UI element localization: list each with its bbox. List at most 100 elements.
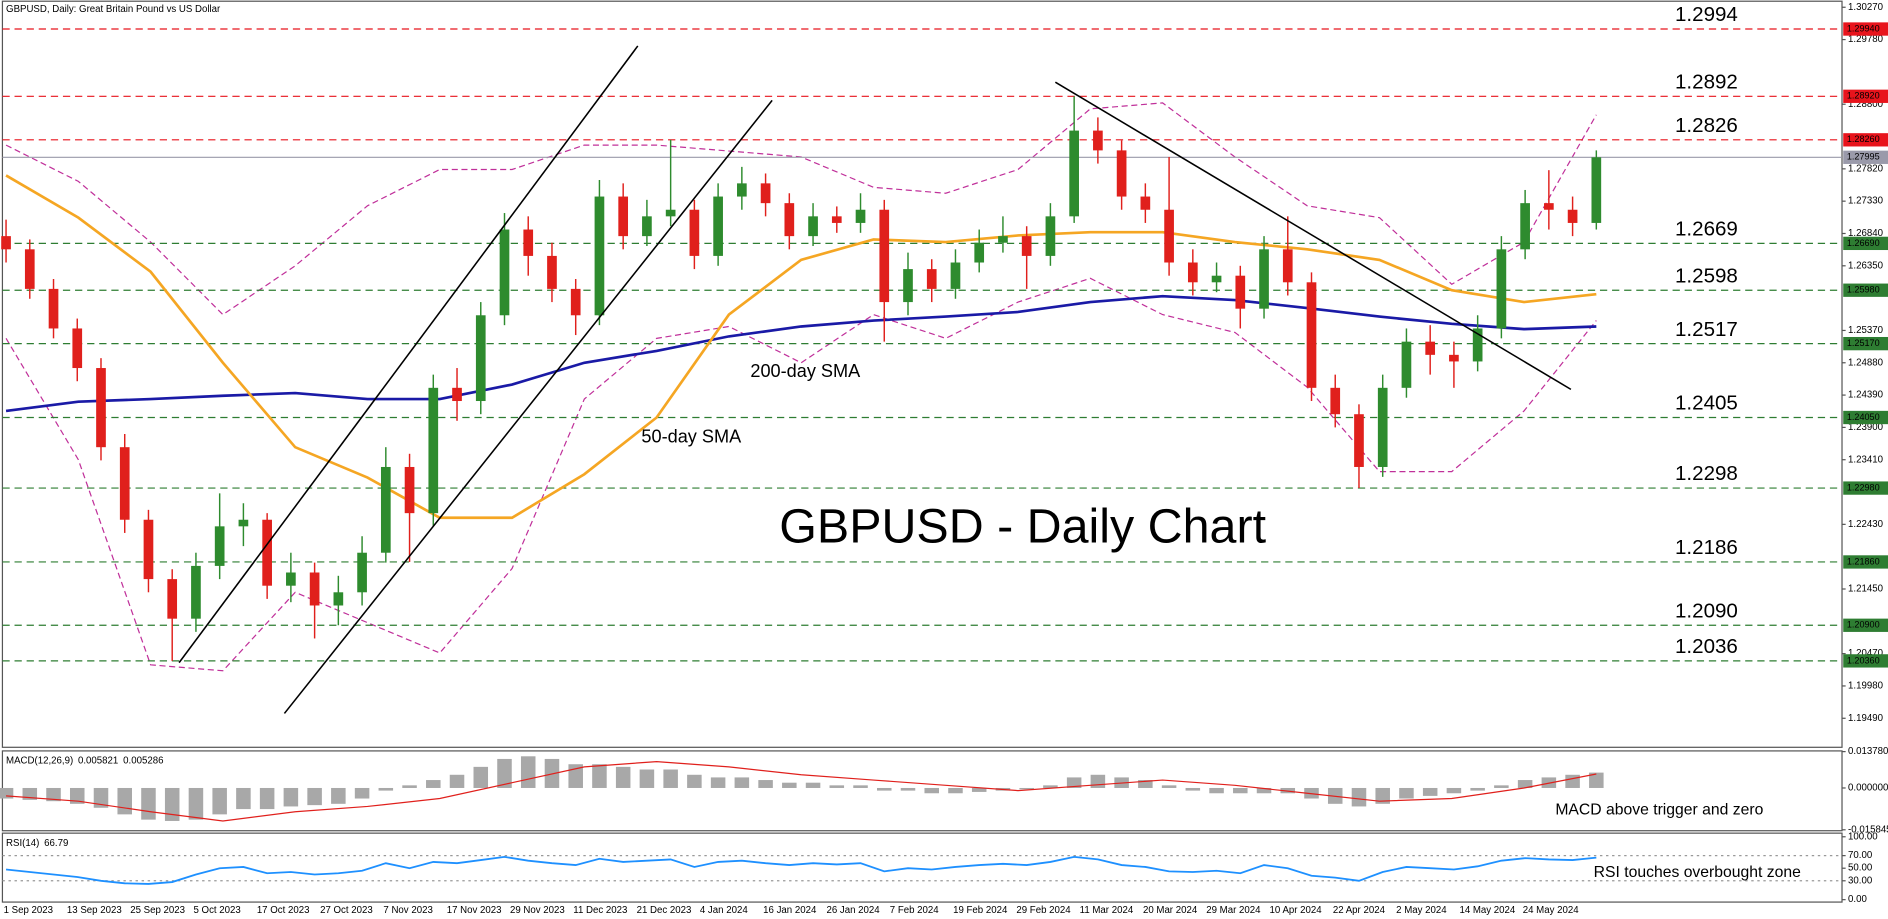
chart-header: GBPUSD, Daily: Great Britain Pound vs US… — [6, 4, 221, 15]
macd-bar — [497, 758, 512, 788]
x-tick-label: 29 Mar 2024 — [1206, 905, 1261, 916]
macd-bar — [1233, 787, 1248, 794]
macd-name: MACD(12,26,9) — [6, 755, 73, 766]
candle-body — [855, 209, 866, 223]
candle-body — [1377, 387, 1388, 467]
macd-bar — [259, 787, 275, 810]
level-label: 1.2892 — [1675, 70, 1738, 93]
series-label: 200-day SMA — [750, 361, 861, 381]
x-tick-label: 19 Feb 2024 — [953, 905, 1008, 916]
y-tick-label: 1.29780 — [1848, 34, 1883, 45]
y-tick-label: 1.19980 — [1848, 681, 1883, 692]
level-tag-label: 1.20900 — [1847, 620, 1880, 630]
level-tag — [1843, 236, 1888, 251]
candle-body — [499, 229, 510, 316]
candle-body — [974, 242, 985, 263]
level-label: 1.2090 — [1675, 599, 1738, 622]
macd-bar — [1470, 787, 1485, 791]
candle-body — [1544, 203, 1554, 210]
candle-body — [475, 315, 486, 402]
macd-bar — [212, 787, 227, 815]
candle-body — [689, 209, 700, 256]
y-tick-label: 0.000000 — [1848, 783, 1888, 794]
rsi-panel — [1, 832, 1843, 903]
moving-average — [5, 294, 1597, 413]
candle-body — [1496, 249, 1507, 329]
x-tick-label: 2 May 2024 — [1396, 905, 1447, 916]
candle-body — [1259, 249, 1269, 309]
channel-line — [178, 45, 639, 664]
macd-bar — [0, 787, 14, 799]
macd-bar — [782, 782, 797, 788]
candle-body — [286, 572, 296, 586]
candle-body — [879, 209, 890, 303]
level-tag-label: 1.22980 — [1847, 482, 1880, 492]
candle-body — [1354, 414, 1364, 467]
y-tick-label: 50.00 — [1848, 863, 1872, 874]
rsi-value: 66.79 — [44, 837, 68, 848]
x-tick-label: 22 Apr 2024 — [1333, 905, 1386, 916]
y-tick-label: 1.24390 — [1848, 390, 1883, 401]
macd-bar — [117, 787, 132, 815]
candle-body — [950, 262, 961, 289]
candle-body — [998, 236, 1008, 243]
y-tick-label: 1.26840 — [1848, 228, 1883, 239]
y-tick-label: 1.25370 — [1848, 325, 1883, 336]
macd-bar — [1209, 787, 1224, 794]
macd-bar — [734, 777, 750, 788]
x-tick-label: 4 Jan 2024 — [700, 905, 748, 916]
candle-body — [1, 236, 11, 250]
last-price-tag — [1843, 150, 1888, 164]
level-tag-label: 1.20360 — [1847, 655, 1880, 665]
candle-body — [167, 579, 178, 619]
x-tick-label: 21 Dec 2023 — [637, 905, 692, 916]
y-tick-label: 30.00 — [1848, 875, 1872, 886]
level-tag — [1843, 133, 1888, 147]
level-label: 1.2036 — [1675, 635, 1738, 658]
level-tag — [1843, 555, 1888, 569]
candle-body — [1330, 387, 1341, 415]
signal-line — [6, 760, 1597, 822]
candle-body — [1567, 209, 1578, 223]
level-tag-label: 1.21860 — [1847, 556, 1880, 566]
candle-body — [1425, 341, 1436, 355]
level-label: 1.2826 — [1675, 114, 1738, 137]
level-label: 1.2669 — [1675, 218, 1738, 241]
candle-body — [1211, 275, 1222, 283]
y-tick-label: 1.22430 — [1848, 519, 1883, 530]
x-tick-label: 10 Apr 2024 — [1270, 905, 1323, 916]
macd-bar — [402, 785, 417, 788]
rsi-annotation: RSI touches overbought zone — [1594, 864, 1801, 881]
candle-body — [1021, 236, 1032, 256]
candle-body — [191, 565, 201, 619]
level-tag-label: 1.24050 — [1847, 412, 1880, 422]
candle-body — [452, 387, 462, 402]
x-tick-label: 11 Mar 2024 — [1080, 905, 1134, 916]
level-tag-label: 1.29940 — [1847, 23, 1880, 33]
candle-body — [784, 203, 795, 237]
level-tag — [1843, 654, 1888, 668]
macd-bar — [1185, 787, 1201, 791]
trend-line — [1054, 81, 1572, 391]
y-tick-label: 0.00 — [1848, 894, 1867, 905]
candle-body — [262, 519, 272, 586]
candle-body — [760, 183, 771, 204]
macd-bar — [1565, 774, 1580, 788]
candle-body — [1140, 196, 1151, 210]
bollinger-band — [5, 277, 1597, 672]
y-tick-label: 0.013780 — [1848, 746, 1888, 757]
y-tick-label: 1.20470 — [1848, 648, 1883, 659]
candle-body — [903, 269, 913, 303]
level-tag-label: 1.28260 — [1847, 134, 1880, 144]
macd-bar — [354, 787, 370, 799]
candle-body — [737, 183, 747, 197]
macd-bar — [188, 787, 204, 820]
y-tick-label: 1.26350 — [1848, 260, 1883, 271]
macd-bar — [948, 787, 963, 794]
candle-body — [48, 288, 59, 329]
candle-body — [309, 572, 320, 606]
level-tag — [1843, 283, 1888, 297]
macd-annotation: MACD above trigger and zero — [1555, 801, 1763, 818]
x-tick-label: 24 May 2024 — [1523, 905, 1579, 916]
macd-bar — [1446, 787, 1462, 794]
